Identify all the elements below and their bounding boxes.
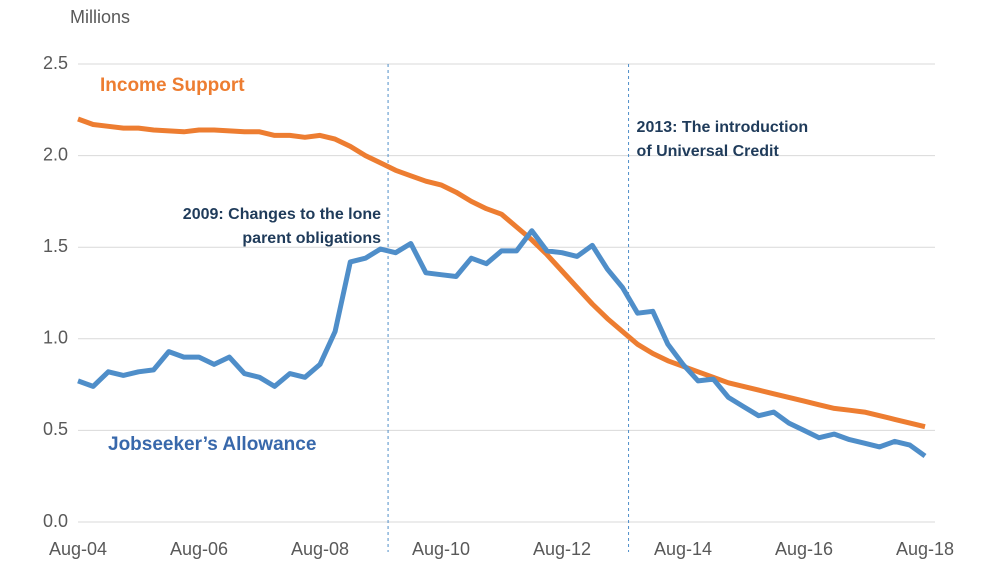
annotation: 2009: Changes to the lone xyxy=(183,206,381,223)
annotation: 2013: The introduction xyxy=(637,119,809,136)
series-line xyxy=(77,116,926,430)
y-tick-label: 1.5 xyxy=(43,236,68,256)
y-tick-label: 1.0 xyxy=(43,328,68,348)
x-tick-label: Aug-08 xyxy=(291,539,349,559)
annotation: parent obligations xyxy=(242,230,381,247)
x-tick-label: Aug-04 xyxy=(49,539,107,559)
series-label: Jobseeker’s Allowance xyxy=(108,434,316,455)
x-tick-label: Aug-14 xyxy=(654,539,712,559)
y-axis-label: Millions xyxy=(70,7,130,27)
x-tick-label: Aug-10 xyxy=(412,539,470,559)
y-tick-label: 2.5 xyxy=(43,53,68,73)
annotation: of Universal Credit xyxy=(637,143,780,160)
y-tick-label: 0.0 xyxy=(43,511,68,531)
y-tick-label: 2.0 xyxy=(43,144,68,164)
series-label: Income Support xyxy=(100,75,245,96)
series-line xyxy=(77,228,927,459)
x-tick-label: Aug-12 xyxy=(533,539,591,559)
y-tick-label: 0.5 xyxy=(43,419,68,439)
x-tick-label: Aug-16 xyxy=(775,539,833,559)
x-tick-label: Aug-06 xyxy=(170,539,228,559)
x-tick-label: Aug-18 xyxy=(896,539,954,559)
